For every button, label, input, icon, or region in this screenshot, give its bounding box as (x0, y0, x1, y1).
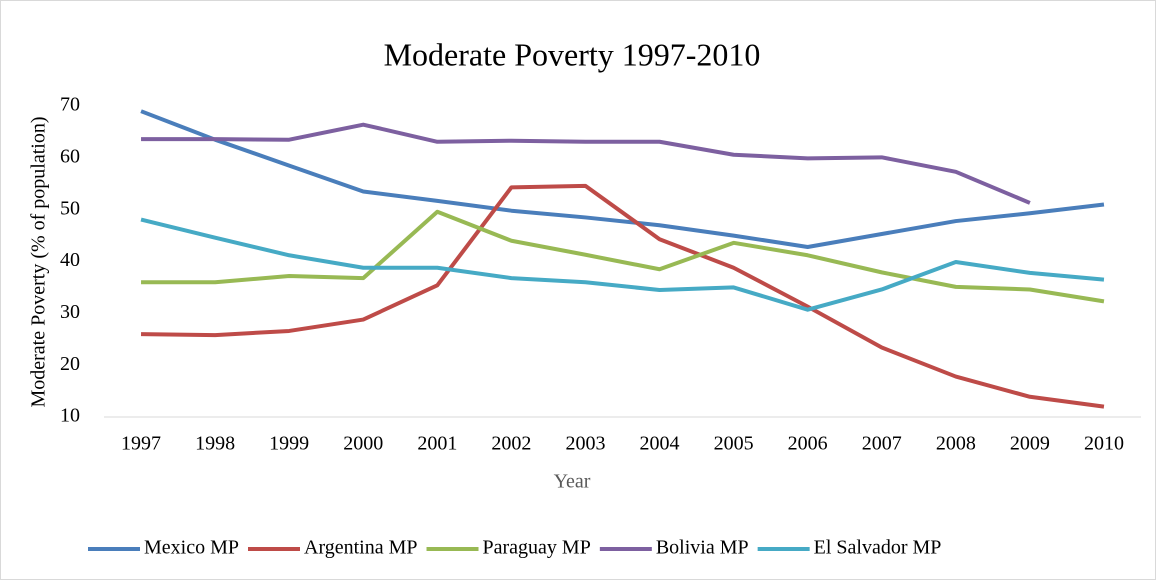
y-tick-label: 40 (60, 249, 80, 271)
series-line (140, 217, 1105, 312)
x-tick-label: 2008 (936, 433, 976, 455)
y-tick-label: 50 (60, 197, 80, 219)
x-tick-label: 2007 (862, 433, 902, 455)
y-tick-label: 60 (60, 145, 80, 167)
chart-title: Moderate Poverty 1997-2010 (384, 36, 761, 72)
x-tick-label: 2009 (1010, 433, 1050, 455)
legend-label: Mexico MP (144, 537, 239, 559)
series-line (141, 122, 1031, 205)
x-tick-label: 2003 (565, 433, 605, 455)
y-tick-label: 70 (60, 94, 80, 116)
legend-label: Bolivia MP (656, 537, 749, 559)
x-tick-label: 2004 (640, 433, 680, 455)
y-axis-label: Moderate Poverty (% of population) (28, 116, 50, 407)
series-line (140, 109, 1105, 249)
y-tick-label: 10 (60, 405, 80, 427)
x-axis-label: Year (554, 471, 591, 493)
legend-label: Paraguay MP (483, 537, 591, 559)
x-tick-label: 2001 (417, 433, 457, 455)
series-line (141, 183, 1105, 409)
x-tick-label: 2000 (343, 433, 383, 455)
x-tick-label: 2005 (714, 433, 754, 455)
x-tick-label: 2010 (1084, 433, 1124, 455)
x-tick-label: 2006 (788, 433, 828, 455)
x-tick-label: 1999 (269, 433, 309, 455)
x-tick-label: 2002 (491, 433, 531, 455)
x-tick-label: 1997 (121, 433, 161, 455)
y-tick-label: 30 (60, 301, 80, 323)
legend-label: Argentina MP (304, 537, 418, 559)
legend-label: El Salvador MP (814, 537, 942, 559)
x-tick-label: 1998 (195, 433, 235, 455)
series-line (141, 209, 1105, 304)
y-tick-label: 20 (60, 353, 80, 375)
